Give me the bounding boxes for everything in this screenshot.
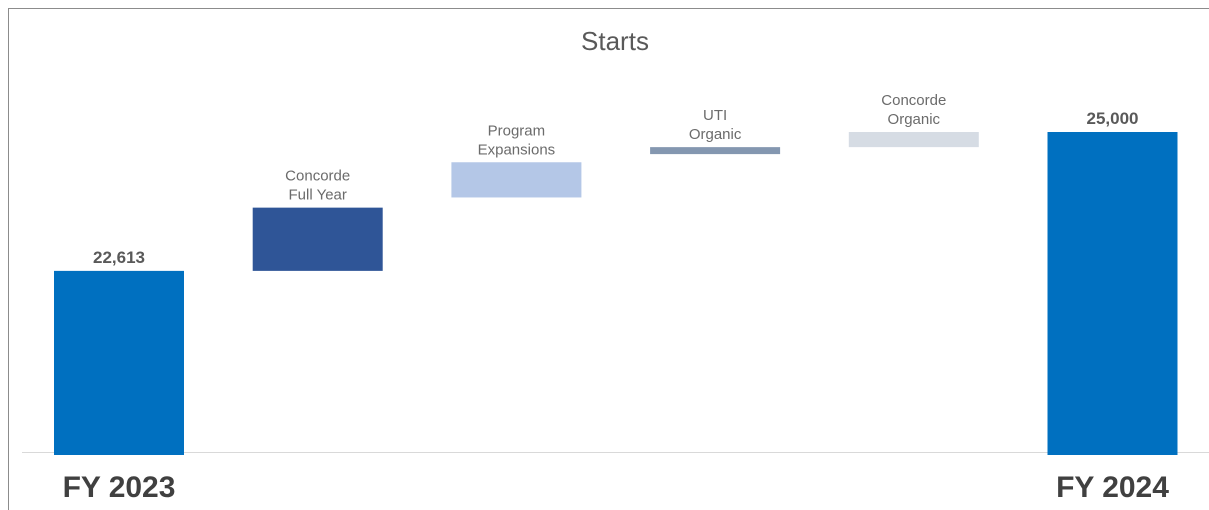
bar-concorde-full-year (252, 207, 383, 271)
category-label-fy-2024: FY 2024 (1056, 471, 1169, 504)
value-label-fy-2023: 22,613 (93, 248, 145, 267)
bar-concorde-organic (848, 132, 979, 148)
chart-border (8, 8, 1209, 510)
step-label-uti-organic: UTI Organic (689, 107, 742, 143)
bar-program-expansions (451, 162, 582, 198)
labels-group: 22,613 FY 2023 Concorde Full Year Program Exp… (63, 92, 1170, 504)
step-label-concorde-full-year: Concorde Full Year (285, 168, 350, 204)
step-label-concorde-organic: Concorde Organic (881, 92, 946, 128)
bar-fy-2024 (1047, 132, 1178, 455)
value-label-fy-2024: 25,000 (1087, 109, 1139, 128)
category-label-fy-2023: FY 2023 (63, 471, 176, 504)
step-label-program-expansions: Program Expansions (478, 122, 556, 158)
chart-title: Starts (581, 26, 649, 56)
bar-fy-2023 (54, 270, 184, 455)
bar-uti-organic (650, 147, 781, 155)
bars-group (54, 132, 1178, 455)
